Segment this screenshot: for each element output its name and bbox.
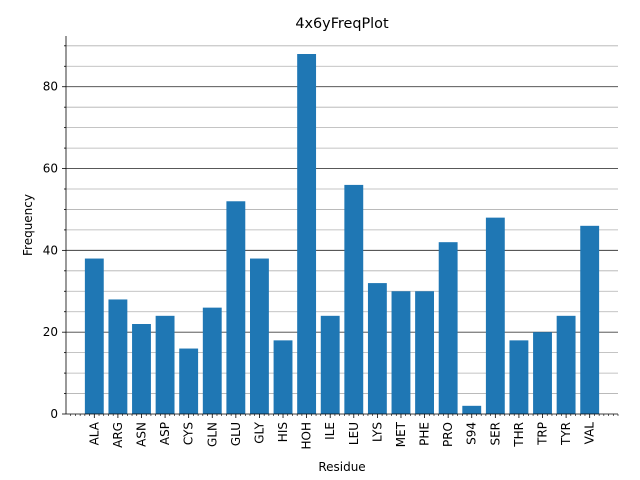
x-tick-label: MET xyxy=(394,421,408,447)
x-tick-label: GLN xyxy=(205,422,219,447)
x-tick-label: HOH xyxy=(300,422,314,450)
x-tick-label: LYS xyxy=(370,422,384,442)
x-tick-label: THR xyxy=(512,422,526,448)
bar-asn xyxy=(132,324,151,414)
bar-gly xyxy=(250,258,269,414)
bar-ser xyxy=(485,217,505,414)
bar-hoh xyxy=(297,54,317,414)
x-tick-label: TYR xyxy=(559,422,573,446)
chart-title: 4x6yFreqPlot xyxy=(295,16,389,32)
y-tick-label: 20 xyxy=(43,325,58,339)
bar-met xyxy=(391,291,411,414)
bar-gln xyxy=(202,307,222,414)
bar-trp xyxy=(533,332,552,414)
y-tick-label: 60 xyxy=(43,162,58,176)
x-tick-label: CYS xyxy=(182,422,196,445)
x-tick-label: ARG xyxy=(111,422,125,448)
x-tick-label: GLU xyxy=(229,422,243,446)
x-axis-title: Residue xyxy=(318,460,365,474)
x-tick-label: PRO xyxy=(441,422,455,447)
x-tick-label: HIS xyxy=(276,422,290,442)
x-tick-label: TRP xyxy=(536,422,550,446)
bar-glu xyxy=(226,201,246,414)
bar-val xyxy=(580,225,600,414)
x-axis-ticks: ALA ARG ASN ASP CYS GLN GLU GLY HIS HOH ILE LEU LYS M… xyxy=(70,414,619,450)
y-axis-ticks: 0 20 40 60 80 xyxy=(43,45,66,421)
bar-ile xyxy=(320,315,340,414)
bar-phe xyxy=(415,291,434,414)
x-tick-label: ASP xyxy=(158,422,172,445)
bar-his xyxy=(273,340,293,414)
y-tick-label: 40 xyxy=(43,243,58,257)
bar-ala xyxy=(84,258,104,414)
axes-frame xyxy=(65,36,618,415)
grid-lines xyxy=(66,45,618,394)
x-tick-label: VAL xyxy=(583,422,597,445)
bar-tyr xyxy=(556,315,576,414)
bar-thr xyxy=(509,340,529,414)
x-tick-label: ILE xyxy=(323,422,337,440)
bar-lys xyxy=(367,283,387,414)
x-tick-label: PHE xyxy=(418,422,432,446)
bar-arg xyxy=(108,299,128,414)
bar-leu xyxy=(344,184,364,414)
x-tick-label: SER xyxy=(488,422,502,446)
bar-pro xyxy=(438,242,458,414)
bar-asp xyxy=(155,315,175,414)
bars xyxy=(84,54,600,414)
y-tick-label: 0 xyxy=(50,407,58,421)
x-tick-label: GLY xyxy=(252,421,266,443)
x-tick-label: ASN xyxy=(134,422,148,447)
y-axis-title: Frequency xyxy=(21,194,35,256)
bar-s94 xyxy=(462,405,482,414)
y-tick-label: 80 xyxy=(43,80,58,94)
x-tick-label: LEU xyxy=(347,422,361,445)
bar-cys xyxy=(179,348,199,414)
x-tick-label: S94 xyxy=(465,422,479,445)
x-tick-label: ALA xyxy=(87,421,101,445)
